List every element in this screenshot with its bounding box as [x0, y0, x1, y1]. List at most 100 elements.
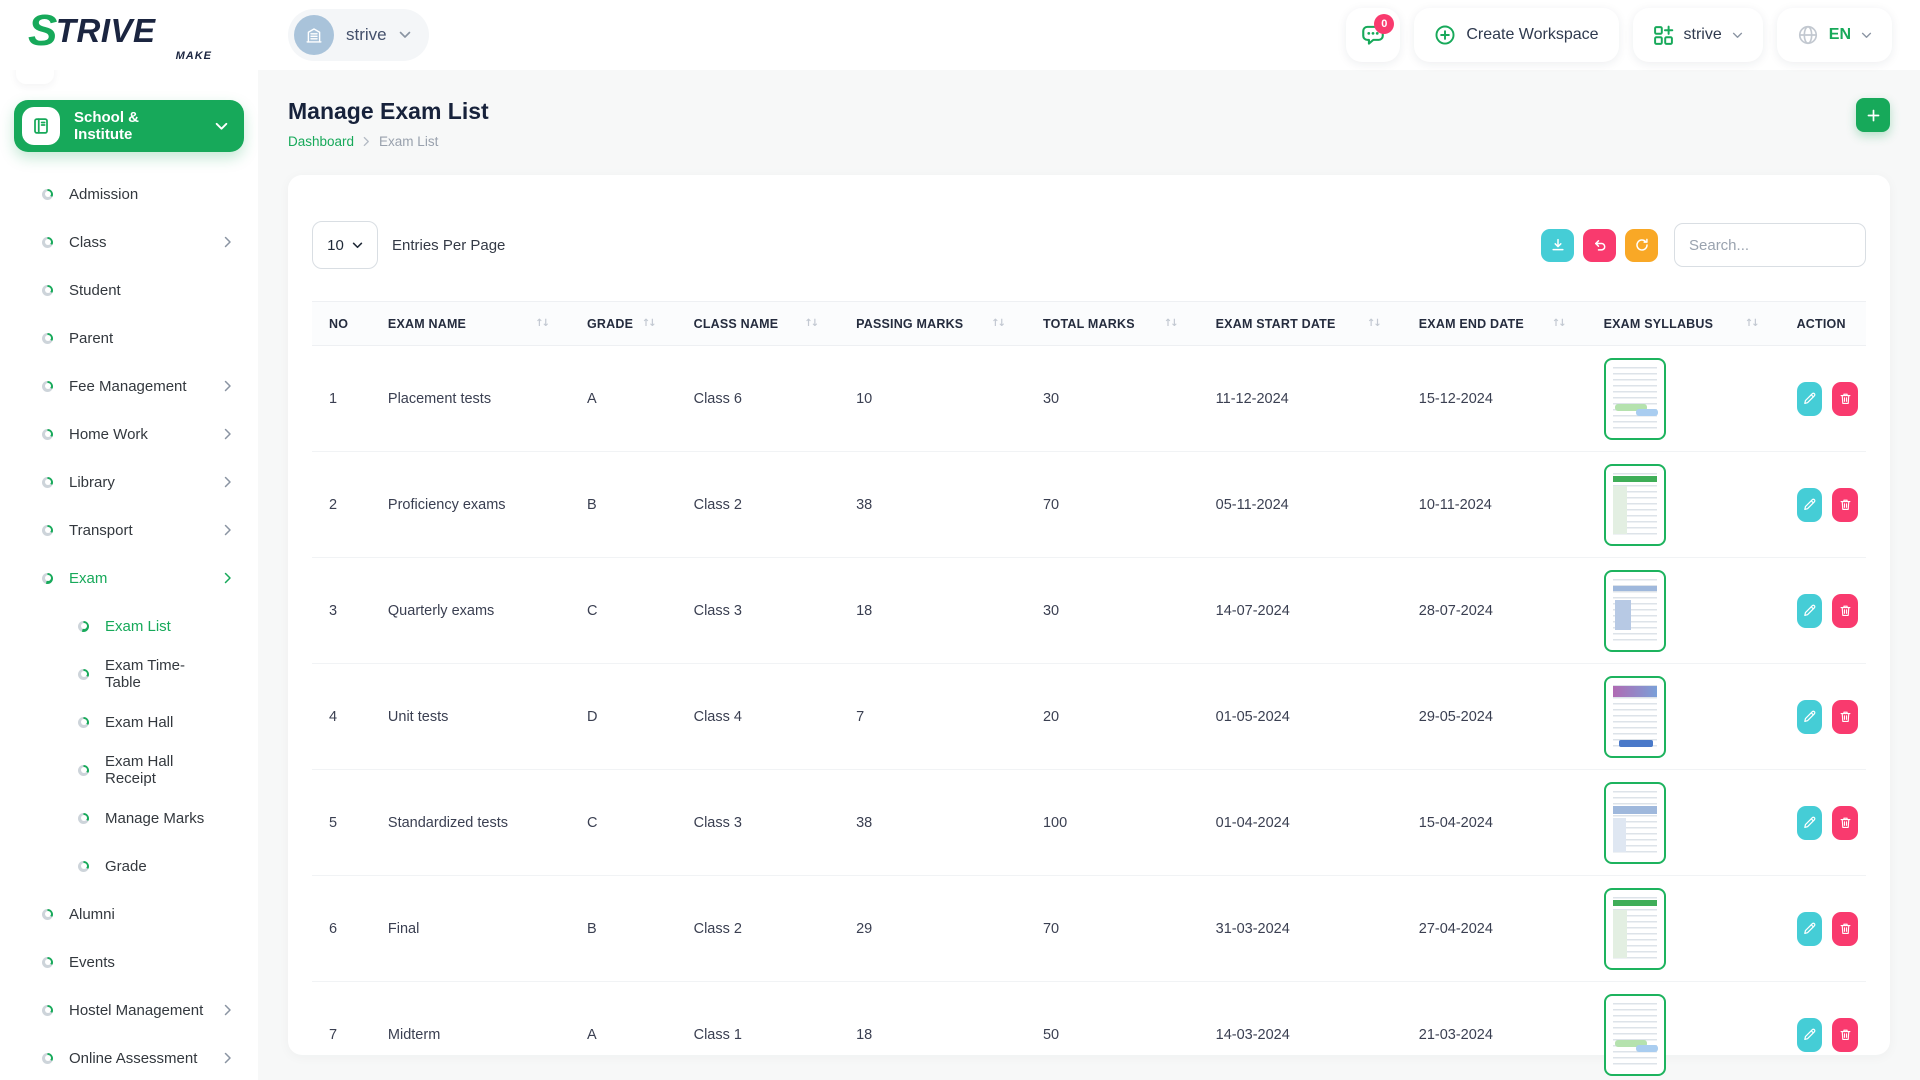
sidebar-item-transport[interactable]: Transport: [0, 506, 258, 554]
delete-button[interactable]: [1832, 805, 1858, 840]
sort-icon[interactable]: ↑↓: [641, 318, 657, 329]
cell-exam-end-date: 10-11-2024: [1401, 451, 1587, 558]
breadcrumb-dashboard-link[interactable]: Dashboard: [288, 134, 355, 149]
create-workspace-button[interactable]: Create Workspace: [1414, 8, 1619, 62]
app-switcher-button[interactable]: strive: [1632, 8, 1763, 62]
sidebar-item-online-assessment[interactable]: Online Assessment: [0, 1034, 258, 1080]
sidebar-item-hostel-management[interactable]: Hostel Management: [0, 986, 258, 1034]
edit-button[interactable]: [1796, 699, 1823, 734]
edit-button[interactable]: [1796, 1017, 1823, 1052]
cell-exam-syllabus: [1586, 345, 1780, 452]
sidebar-item-exam-hall-receipt[interactable]: Exam Hall Receipt: [0, 746, 258, 794]
syllabus-thumbnail[interactable]: [1603, 357, 1666, 440]
exam-row: 3 Quarterly exams C Class 3 18 30 14-07-…: [312, 557, 1866, 664]
col-passing-marks: PASSING MARKS ↑↓: [839, 301, 1026, 346]
edit-button[interactable]: [1796, 487, 1823, 522]
cell-total-marks: 30: [1025, 345, 1199, 452]
exam-row: 1 Placement tests A Class 6 10 30 11-12-…: [312, 345, 1866, 452]
syllabus-thumbnail[interactable]: [1603, 993, 1666, 1076]
sidebar-item-exam-hall[interactable]: Exam Hall: [0, 698, 258, 746]
trash-icon: [1840, 605, 1851, 616]
sidebar-item-grade[interactable]: Grade: [0, 842, 258, 890]
refresh-button[interactable]: [1625, 228, 1658, 262]
bullet-icon: [42, 380, 53, 392]
cell-class-name: Class 2: [676, 875, 840, 982]
export-download-button[interactable]: [1541, 228, 1574, 262]
sidebar-item-exam[interactable]: Exam: [0, 554, 258, 602]
logo-text: S TRIVE: [28, 5, 156, 55]
cell-action: [1779, 451, 1866, 558]
cell-grade: A: [586, 1026, 597, 1043]
cell-exam-name: Final: [370, 875, 570, 982]
cell-exam-syllabus: [1586, 557, 1780, 664]
sort-icon[interactable]: ↑↓: [1163, 318, 1179, 329]
cell-exam-start-date: 11-12-2024: [1198, 345, 1402, 452]
sidebar-item-manage-marks[interactable]: Manage Marks: [0, 794, 258, 842]
sidebar-item-fee-management[interactable]: Fee Management: [0, 362, 258, 410]
pencil-icon: [1804, 922, 1816, 934]
bullet-icon: [78, 764, 89, 776]
col-total-marks: TOTAL MARKS ↑↓: [1025, 301, 1199, 346]
delete-button[interactable]: [1832, 699, 1858, 734]
bullet-icon: [78, 812, 89, 824]
sidebar-item-home-work[interactable]: Home Work: [0, 410, 258, 458]
edit-button[interactable]: [1796, 805, 1823, 840]
syllabus-thumbnail[interactable]: [1603, 781, 1666, 864]
book-icon: [22, 107, 60, 145]
sidebar-section-school-institute[interactable]: School & Institute: [14, 100, 244, 152]
search-input[interactable]: [1674, 223, 1866, 267]
cell-total-marks: 30: [1025, 557, 1199, 664]
sidebar-item-exam-time-table[interactable]: Exam Time-Table: [0, 650, 258, 698]
cell-exam-start-date: 14-07-2024: [1198, 557, 1402, 664]
add-exam-button[interactable]: [1856, 98, 1890, 132]
sidebar-item-alumni[interactable]: Alumni: [0, 890, 258, 938]
page-title: Manage Exam List: [288, 98, 489, 124]
edit-button[interactable]: [1796, 911, 1823, 946]
delete-button[interactable]: [1832, 1017, 1858, 1052]
sidebar-item-student[interactable]: Student: [0, 266, 258, 314]
sidebar-item-events[interactable]: Events: [0, 938, 258, 986]
syllabus-thumbnail[interactable]: [1603, 675, 1666, 758]
breadcrumb: Dashboard Exam List: [288, 134, 489, 149]
sidebar-item-admission[interactable]: Admission: [0, 170, 258, 218]
col-exam-name: EXAM NAME ↑↓: [370, 301, 570, 346]
sort-icon[interactable]: ↑↓: [991, 318, 1006, 329]
col-action: ACTION ↑↓: [1779, 301, 1866, 346]
brand-logo: S TRIVE MAKE: [0, 5, 258, 62]
chevron-down-icon: [399, 31, 410, 38]
language-selector[interactable]: EN: [1776, 8, 1892, 62]
sort-icon[interactable]: ↑↓: [535, 318, 550, 329]
cell-class-name: Class 2: [676, 451, 840, 558]
entries-per-page-select[interactable]: 10: [312, 221, 378, 269]
sort-icon[interactable]: ↑↓: [1551, 318, 1567, 329]
sort-icon[interactable]: ↑↓: [1744, 318, 1760, 329]
sidebar-item-library[interactable]: Library: [0, 458, 258, 506]
table-header-row: NO ↑↓ EXAM NAME ↑↓ GRADE ↑↓ CLASS NAME ↑…: [312, 301, 1866, 346]
chevron-right-icon: [224, 380, 231, 392]
delete-button[interactable]: [1832, 381, 1858, 416]
sidebar-item-parent[interactable]: Parent: [0, 314, 258, 362]
workspace-selector[interactable]: strive: [288, 9, 429, 61]
exam-list-card: 10 Entries Per Page: [288, 175, 1890, 1076]
sort-icon[interactable]: ↑↓: [1367, 318, 1382, 329]
chat-button[interactable]: 0: [1346, 8, 1401, 62]
cell-exam-name: Unit tests: [370, 663, 570, 770]
sidebar-item-class[interactable]: Class: [0, 218, 258, 266]
syllabus-thumbnail[interactable]: [1603, 887, 1666, 970]
cell-no: 3: [312, 557, 371, 664]
cell-action: [1779, 663, 1866, 770]
pencil-icon: [1804, 604, 1816, 616]
delete-button[interactable]: [1832, 487, 1858, 522]
delete-button[interactable]: [1832, 911, 1858, 946]
pencil-icon: [1804, 1028, 1816, 1041]
syllabus-thumbnail[interactable]: [1603, 569, 1666, 652]
undo-button[interactable]: [1583, 228, 1616, 262]
edit-button[interactable]: [1796, 593, 1823, 628]
edit-button[interactable]: [1796, 381, 1823, 416]
cell-passing-marks: 18: [856, 1026, 873, 1043]
cell-exam-end-date: 15-04-2024: [1401, 769, 1587, 876]
sidebar-item-exam-list[interactable]: Exam List: [0, 602, 258, 650]
syllabus-thumbnail[interactable]: [1603, 463, 1666, 546]
sort-icon[interactable]: ↑↓: [804, 318, 819, 329]
delete-button[interactable]: [1832, 593, 1858, 628]
